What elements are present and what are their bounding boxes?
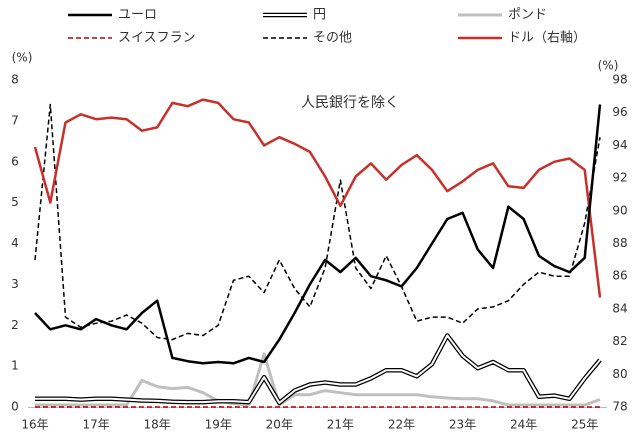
y-tick-label: 3: [11, 277, 19, 291]
x-tick-label: 17年: [82, 418, 109, 432]
x-tick-label: 18年: [144, 418, 171, 432]
series-line: [34, 103, 601, 341]
x-tick-label: 16年: [21, 418, 48, 432]
y2-tick-label: 78: [612, 400, 627, 414]
legend-label: スイスフラン: [118, 31, 196, 46]
y2-tick-label: 80: [612, 367, 627, 381]
y-tick-label: 8: [11, 73, 19, 87]
legend-label: その他: [313, 31, 352, 46]
y-tick-label: 7: [11, 113, 19, 127]
y-tick-label: 4: [11, 236, 19, 250]
y2-tick-label: 88: [612, 236, 627, 250]
y2-tick-label: 92: [612, 171, 627, 185]
y-tick-label: 5: [11, 195, 19, 209]
x-tick-label: 19年: [205, 418, 232, 432]
annotation: 人民銀行を除く: [301, 95, 399, 111]
legend-label: ドル（右軸）: [508, 31, 586, 46]
y-tick-label: 0: [11, 400, 19, 414]
y2-axis-label: (%): [598, 59, 619, 73]
y-tick-label: 2: [11, 318, 19, 332]
series-line: [34, 104, 602, 365]
y2-tick-label: 94: [612, 138, 627, 152]
y2-tick-label: 84: [612, 301, 627, 315]
legend-label: 円: [313, 8, 326, 23]
y-axis-label: (%): [12, 51, 33, 65]
x-tick-label: 23年: [449, 418, 476, 432]
y2-tick-label: 86: [612, 269, 627, 283]
x-tick-label: 22年: [388, 418, 415, 432]
legend-label: ユーロ: [118, 8, 157, 23]
x-tick-label: 24年: [510, 418, 537, 432]
y-tick-label: 6: [11, 154, 19, 168]
y2-tick-label: 96: [612, 105, 627, 119]
x-tick-label: 25年: [571, 418, 598, 432]
series-line: [33, 98, 602, 298]
x-tick-label: 21年: [327, 418, 354, 432]
legend-label: ポンド: [508, 8, 547, 23]
y2-tick-label: 82: [612, 334, 627, 348]
y2-tick-label: 90: [612, 203, 627, 217]
series-line-inner: [35, 334, 601, 404]
y-tick-label: 1: [11, 359, 19, 373]
x-tick-label: 20年: [266, 418, 293, 432]
y2-tick-label: 98: [612, 73, 627, 87]
